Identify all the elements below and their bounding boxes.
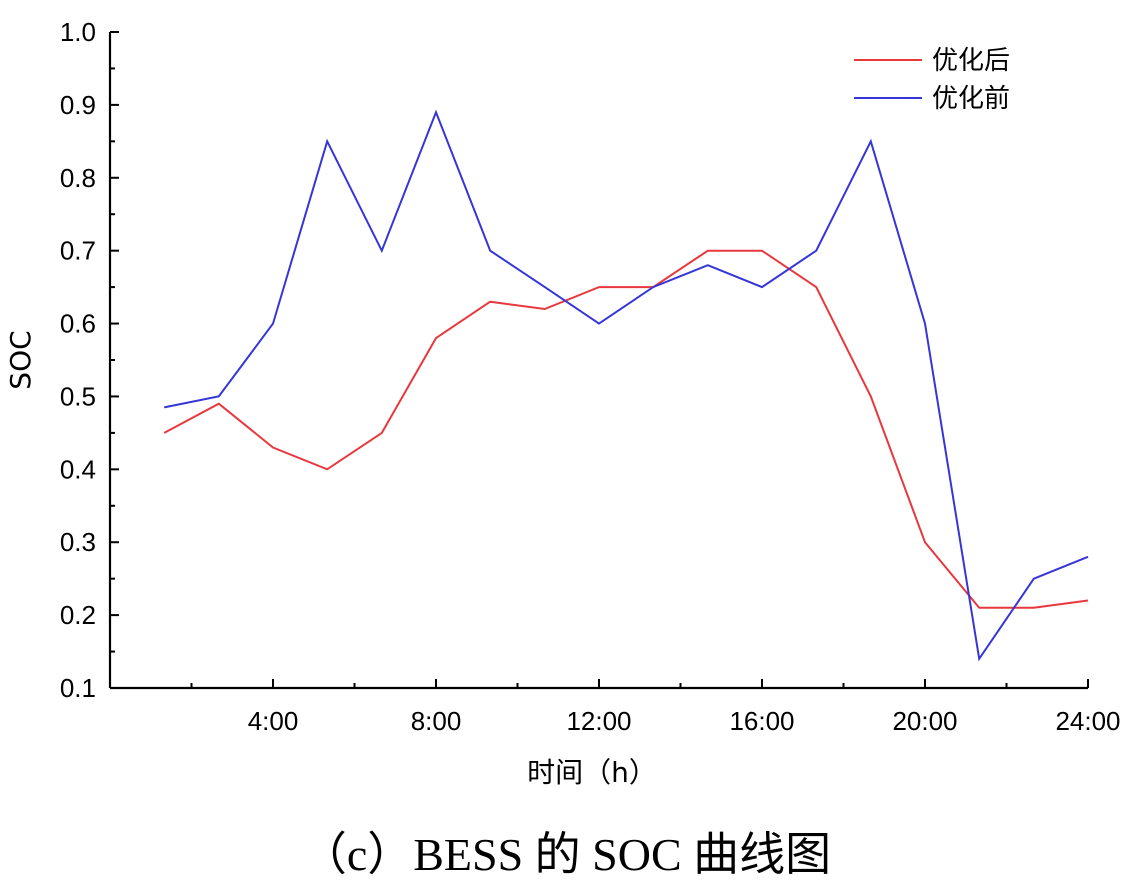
y-tick-label: 0.7 bbox=[60, 236, 96, 266]
figure-caption: （c）BESS 的 SOC 曲线图 bbox=[301, 829, 831, 880]
legend-label-1: 优化后 bbox=[932, 46, 1010, 76]
x-axis-title: 时间（h） bbox=[527, 756, 657, 789]
y-axis: 0.1 0.2 0.3 0.4 0.5 0.6 0.7 0.8 0.9 1.0 bbox=[60, 17, 119, 703]
y-tick-label: 0.1 bbox=[60, 673, 96, 703]
x-tick-label: 12:00 bbox=[566, 706, 631, 736]
x-tick-label: 24:00 bbox=[1055, 706, 1120, 736]
legend-label-2: 优化前 bbox=[932, 84, 1010, 114]
y-tick-label: 0.5 bbox=[60, 381, 96, 411]
y-tick-label: 0.2 bbox=[60, 600, 96, 630]
series-line-1 bbox=[163, 249, 1089, 609]
series-line-2 bbox=[164, 109, 1089, 662]
y-tick-label: 0.8 bbox=[60, 163, 96, 193]
x-tick-label: 4:00 bbox=[248, 706, 299, 736]
y-tick-label: 0.3 bbox=[60, 527, 96, 557]
y-tick-label: 0.4 bbox=[60, 454, 96, 484]
x-tick-label: 16:00 bbox=[729, 706, 794, 736]
y-tick-label: 1.0 bbox=[60, 17, 96, 47]
x-tick-label: 20:00 bbox=[892, 706, 957, 736]
series-lines bbox=[163, 109, 1089, 662]
y-tick-label: 0.6 bbox=[60, 309, 96, 339]
x-tick-label: 8:00 bbox=[411, 706, 462, 736]
x-axis: 4:00 8:00 12:00 16:00 20:00 24:00 bbox=[110, 679, 1121, 736]
y-axis-title: SOC bbox=[4, 330, 37, 389]
y-tick-label: 0.9 bbox=[60, 90, 96, 120]
